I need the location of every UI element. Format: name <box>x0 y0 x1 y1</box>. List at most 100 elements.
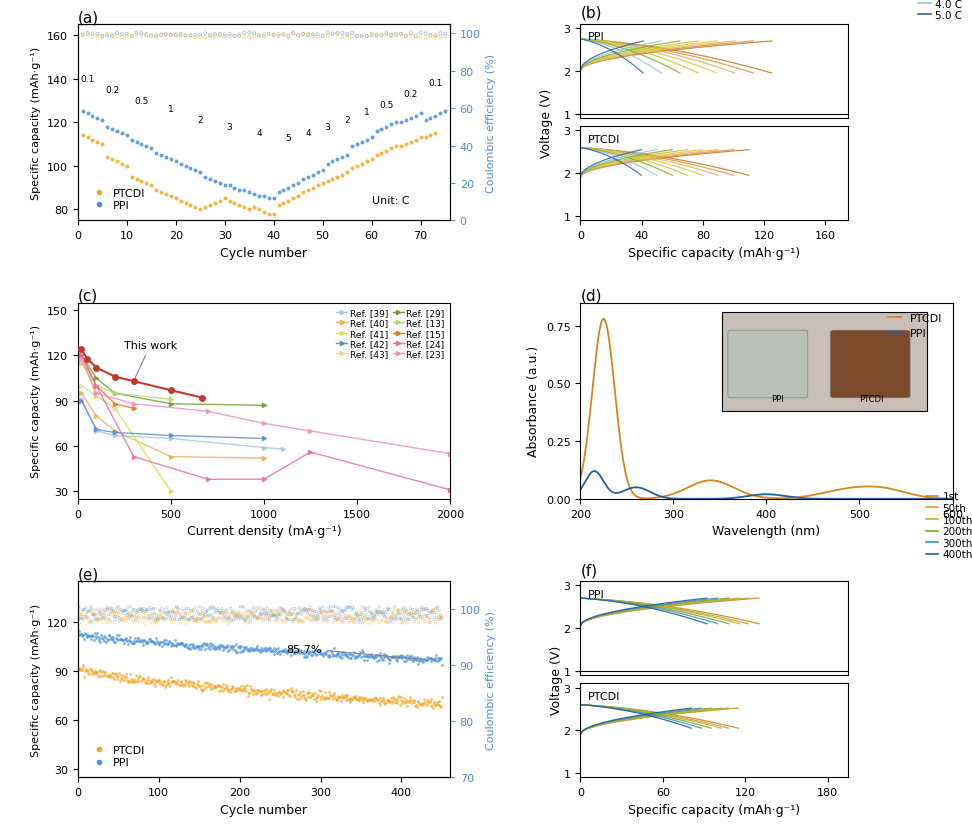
Point <box>368 125 384 139</box>
Point <box>334 32 350 45</box>
Point <box>263 683 279 696</box>
Point <box>113 604 128 617</box>
Point <box>302 690 318 703</box>
Point <box>371 604 387 618</box>
Point <box>165 675 181 688</box>
Point <box>87 665 103 679</box>
Text: 3: 3 <box>226 123 232 132</box>
Point <box>185 610 200 624</box>
Point <box>318 647 333 660</box>
Point <box>432 651 447 665</box>
Point <box>121 607 136 620</box>
Point <box>155 611 170 624</box>
Point <box>242 686 258 700</box>
Point <box>88 631 104 645</box>
Point <box>281 688 296 701</box>
Point <box>109 601 124 614</box>
Point <box>413 27 429 40</box>
Point <box>373 606 389 619</box>
Point <box>194 684 210 697</box>
Point <box>195 679 211 692</box>
Point <box>371 696 387 710</box>
Point <box>276 28 292 42</box>
Point <box>92 670 108 683</box>
Point <box>134 672 150 686</box>
200th <box>574 594 586 604</box>
Point <box>330 153 345 166</box>
Point <box>251 684 266 697</box>
Point <box>292 647 307 660</box>
Point <box>364 612 380 625</box>
Point <box>155 602 170 615</box>
Point <box>364 28 379 41</box>
Point <box>295 646 310 660</box>
Point <box>232 600 248 614</box>
Point <box>116 604 131 618</box>
Point <box>294 604 309 618</box>
Point <box>99 28 115 42</box>
Point <box>348 650 364 664</box>
Point <box>126 673 142 686</box>
Point <box>421 607 436 620</box>
Point <box>125 635 141 648</box>
Point <box>161 635 177 649</box>
Point <box>337 604 353 618</box>
Point <box>305 30 321 43</box>
Point <box>71 600 87 614</box>
Point <box>384 119 399 132</box>
Point <box>414 611 430 624</box>
Point <box>276 28 292 42</box>
Point <box>317 692 332 706</box>
Point <box>235 645 251 658</box>
Point <box>106 634 122 647</box>
PTCDI <box>777 493 788 503</box>
Point <box>197 201 213 215</box>
Point <box>354 136 369 150</box>
100th <box>721 615 733 625</box>
Point <box>202 602 218 615</box>
50th <box>613 596 625 606</box>
Point <box>330 171 345 184</box>
Point <box>119 30 134 43</box>
Point <box>235 683 251 696</box>
Point <box>372 607 388 620</box>
Point <box>267 689 283 702</box>
Point <box>275 645 291 658</box>
Point <box>106 604 122 618</box>
Point <box>317 604 332 618</box>
50th <box>734 617 746 627</box>
Point <box>407 613 423 626</box>
Point <box>265 648 281 661</box>
Point <box>121 637 136 650</box>
Point <box>219 639 234 652</box>
Point <box>198 681 214 694</box>
Point <box>256 644 271 657</box>
Point <box>127 614 143 628</box>
Point <box>295 616 310 630</box>
Point <box>423 30 438 43</box>
Point <box>367 613 383 626</box>
Point <box>304 614 320 627</box>
Point <box>142 612 157 625</box>
Point <box>190 678 205 691</box>
Point <box>282 609 297 622</box>
Point <box>137 617 153 630</box>
Point <box>392 690 407 703</box>
Point <box>139 604 155 618</box>
Point <box>260 644 275 657</box>
Point <box>150 674 165 687</box>
Point <box>402 606 418 619</box>
Point <box>225 641 240 655</box>
Text: 0.5: 0.5 <box>134 97 149 105</box>
Point <box>283 649 298 662</box>
Point <box>282 605 297 619</box>
Point <box>378 649 394 662</box>
Point <box>398 694 413 707</box>
Point <box>210 612 226 625</box>
Point <box>182 641 197 655</box>
Point <box>205 613 221 626</box>
Point <box>221 617 236 630</box>
Point <box>223 615 238 629</box>
Point <box>420 694 435 707</box>
Point <box>293 604 308 617</box>
